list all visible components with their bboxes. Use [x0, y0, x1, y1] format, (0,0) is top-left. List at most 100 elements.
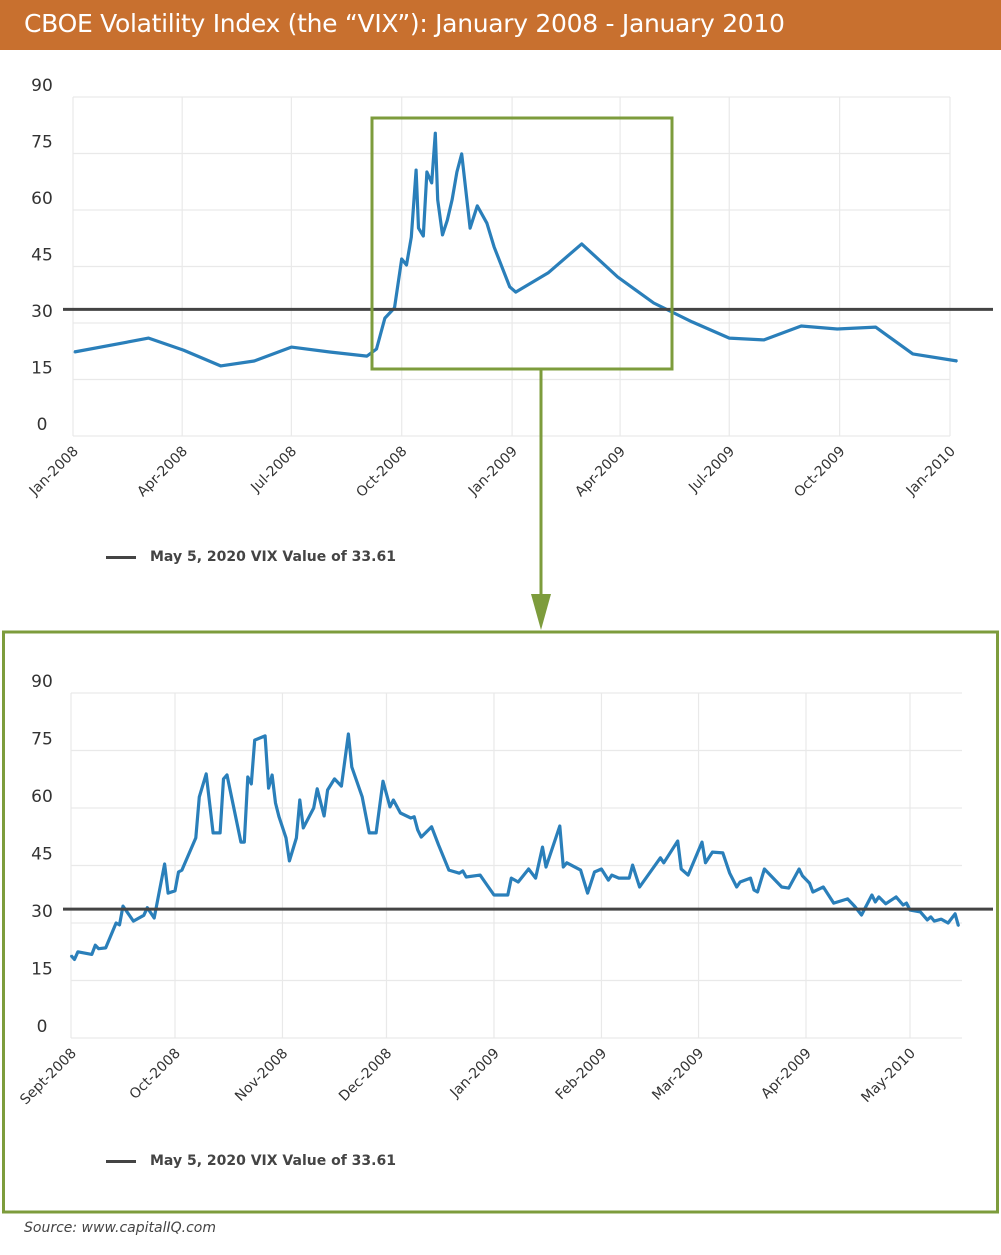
- vix-data-point: [382, 780, 384, 782]
- x-tick-label: Feb-2009: [553, 1046, 611, 1104]
- vix-data-point: [954, 913, 956, 915]
- vix-data-point: [652, 302, 655, 304]
- chart-title: CBOE Volatility Index (the “VIX”): Janua…: [24, 9, 785, 38]
- vix-data-point: [659, 857, 662, 859]
- vix-data-point: [430, 182, 433, 184]
- y-tick-label: 0: [37, 1017, 48, 1037]
- vix-data-point: [253, 739, 256, 741]
- vix-data-point: [115, 922, 117, 924]
- highlight-box: [370, 116, 674, 371]
- vix-data-point: [902, 904, 904, 906]
- vix-data-point: [926, 919, 929, 921]
- legend-swatch: [106, 555, 136, 559]
- vix-data-point: [957, 925, 960, 927]
- y-tick-label: 60: [31, 787, 53, 807]
- vix-data-point: [739, 881, 741, 883]
- source-note: Source: www.capitalIQ.com: [24, 1220, 216, 1236]
- vix-data-point: [104, 947, 107, 949]
- vix-data-point: [763, 868, 766, 870]
- x-tick-label: Mar-2009: [649, 1046, 707, 1104]
- vix-data-point: [422, 235, 425, 237]
- vix-data-point: [836, 328, 838, 330]
- vix-data-point: [753, 889, 755, 891]
- detail-chart: 0 15 30 45 60 75 90 Sept-2008 Oct-2008 Nov-2008 De…: [17, 672, 993, 1108]
- vix-data-point: [368, 832, 371, 834]
- vix-data-point: [701, 841, 703, 843]
- vix-data-point: [749, 877, 752, 879]
- vix-data-point: [323, 815, 325, 817]
- vix-data-point: [787, 887, 790, 889]
- vix-data-point: [375, 832, 377, 834]
- x-tick-label: Sept-2008: [17, 1046, 80, 1109]
- vix-data-point: [415, 169, 417, 171]
- vix-data-point: [181, 869, 183, 871]
- vix-data-point: [328, 351, 331, 353]
- vix-data-point: [947, 922, 949, 924]
- vix-data-point: [222, 778, 225, 780]
- vix-data-point: [416, 829, 419, 831]
- vix-data-point: [616, 276, 619, 278]
- vix-data-point: [253, 360, 255, 362]
- vix-data-point: [212, 832, 214, 834]
- y-tick-label: 15: [31, 960, 53, 980]
- x-tick-label: Jan-2009: [447, 1046, 503, 1102]
- vix-data-point: [871, 894, 873, 896]
- vix-data-point: [77, 951, 79, 953]
- vix-data-point: [711, 851, 714, 853]
- vix-data-point: [392, 799, 395, 801]
- vix-data-point: [219, 832, 221, 834]
- vix-data-point: [441, 234, 444, 236]
- vix-data-point: [704, 862, 707, 864]
- vix-data-point: [73, 351, 75, 353]
- vix-data-point: [547, 272, 549, 274]
- vix-data-point: [174, 890, 176, 892]
- x-tick-label: Nov-2008: [232, 1046, 291, 1105]
- legend-swatch: [106, 1159, 136, 1163]
- vix-data-point: [663, 862, 665, 864]
- legend-label: May 5, 2020 VIX Value of 33.61: [150, 1153, 396, 1169]
- vix-data-point: [930, 916, 932, 918]
- vix-data-point: [465, 876, 468, 878]
- vix-data-point: [153, 917, 155, 919]
- vix-data-point: [780, 886, 783, 888]
- vix-data-point: [600, 868, 603, 870]
- vix-data-point: [250, 783, 253, 785]
- vix-data-point: [182, 349, 185, 351]
- vix-data-point: [579, 869, 582, 871]
- x-tick-label: Dec-2008: [336, 1046, 395, 1105]
- y-tick-label: 60: [31, 189, 53, 209]
- vix-data-point: [410, 817, 412, 819]
- vix-data-point: [326, 789, 329, 791]
- detail-panel-border: [2, 630, 999, 1214]
- vix-data-point: [274, 802, 277, 804]
- legend-overview: May 5, 2020 VIX Value of 33.61: [106, 549, 396, 565]
- vix-data-point: [420, 836, 423, 838]
- vix-data-point: [905, 902, 908, 904]
- y-tick-label: 15: [31, 359, 53, 379]
- vix-data-point: [400, 258, 403, 260]
- vix-data-point: [434, 132, 437, 134]
- vix-data-point: [410, 236, 413, 238]
- vix-data-point: [267, 787, 270, 789]
- vix-data-point: [198, 796, 201, 798]
- vix-data-point: [285, 837, 287, 839]
- vix-data-point: [366, 355, 368, 357]
- vix-data-point: [638, 886, 641, 888]
- x-tick-label: Jan-2008: [26, 444, 82, 500]
- zoom-arrow-head-icon: [531, 594, 551, 630]
- vix-data-point: [559, 825, 561, 827]
- vix-data-point: [426, 171, 428, 173]
- vix-data-point: [122, 905, 124, 907]
- vix-data-point: [912, 353, 914, 355]
- vix-data-point: [728, 337, 731, 339]
- vix-data-point: [763, 339, 765, 341]
- vix-data-point: [312, 807, 315, 809]
- vix-data-point: [163, 863, 166, 865]
- y-tick-label: 90: [31, 672, 53, 692]
- vix-data-point: [562, 866, 565, 868]
- vix-data-point: [340, 785, 343, 787]
- vix-data-point: [132, 920, 135, 922]
- vix-data-point: [832, 902, 835, 904]
- x-tick-label: Jan-2010: [903, 444, 959, 500]
